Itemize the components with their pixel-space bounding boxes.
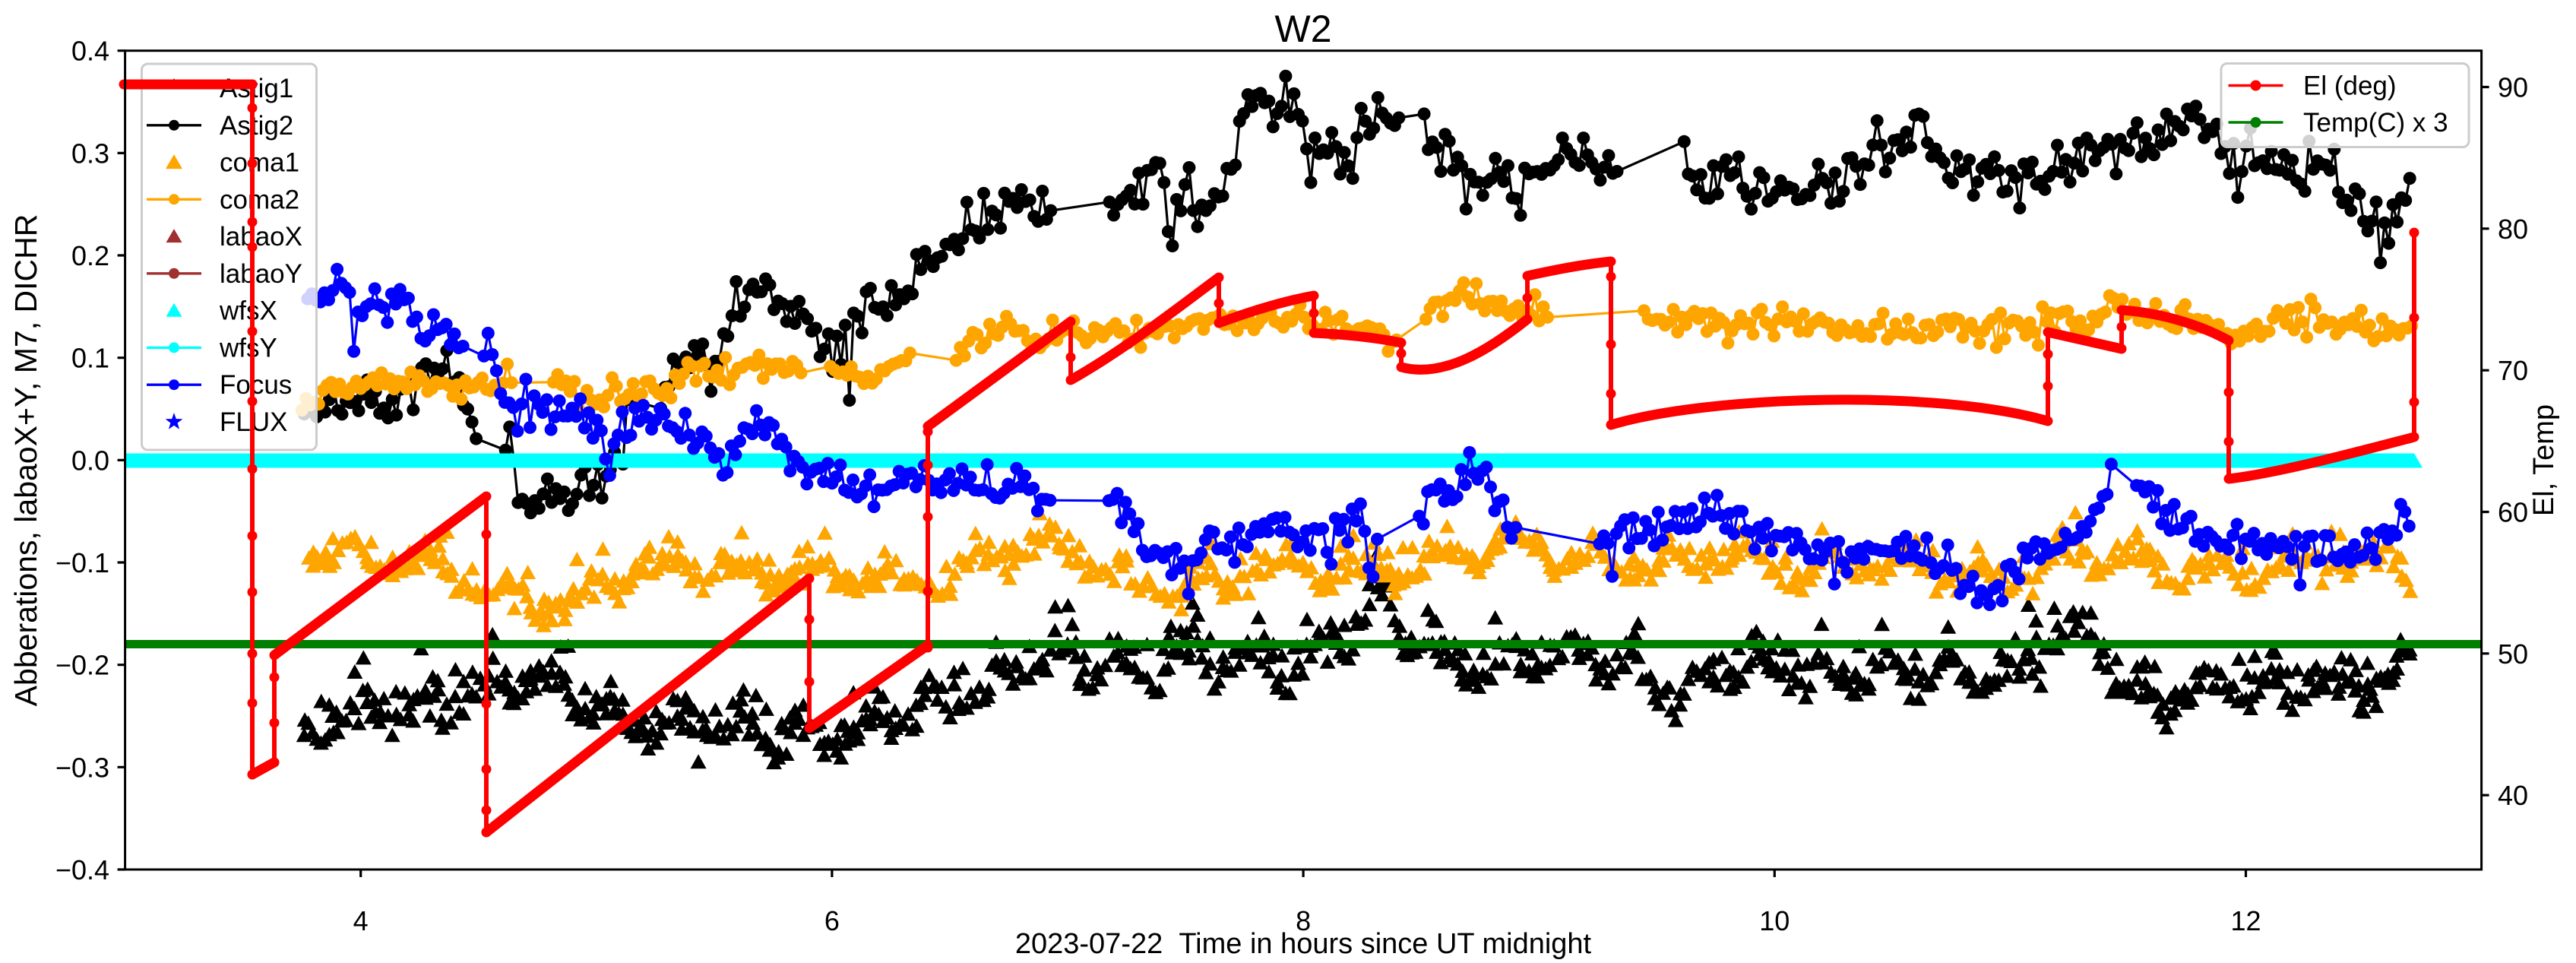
svg-text:4: 4 <box>353 905 369 936</box>
svg-text:60: 60 <box>2498 497 2528 528</box>
svg-text:Focus: Focus <box>220 370 292 400</box>
svg-text:labaoY: labaoY <box>220 259 302 289</box>
svg-text:−0.2: −0.2 <box>55 650 109 681</box>
svg-text:W2: W2 <box>1275 8 1332 50</box>
svg-text:−0.4: −0.4 <box>55 854 109 885</box>
svg-text:0.3: 0.3 <box>71 138 109 169</box>
svg-text:Abberations, labaoX+Y, M7, DIC: Abberations, labaoX+Y, M7, DICHR <box>8 214 43 707</box>
svg-text:−0.3: −0.3 <box>55 752 109 783</box>
svg-text:wfsX: wfsX <box>219 296 277 326</box>
svg-text:0.0: 0.0 <box>71 445 109 476</box>
svg-text:40: 40 <box>2498 780 2528 811</box>
svg-text:Temp(C) x 3: Temp(C) x 3 <box>2303 108 2448 138</box>
svg-text:10: 10 <box>1759 905 1790 936</box>
svg-text:El (deg): El (deg) <box>2303 71 2397 101</box>
svg-text:coma2: coma2 <box>220 185 299 214</box>
svg-text:50: 50 <box>2498 638 2528 670</box>
svg-text:70: 70 <box>2498 355 2528 386</box>
svg-text:80: 80 <box>2498 214 2528 245</box>
svg-text:coma1: coma1 <box>220 148 299 178</box>
svg-text:−0.1: −0.1 <box>55 547 109 578</box>
svg-text:Astig2: Astig2 <box>220 111 293 141</box>
svg-text:12: 12 <box>2230 905 2261 936</box>
svg-text:0.1: 0.1 <box>71 343 109 374</box>
svg-text:wfsY: wfsY <box>219 333 277 363</box>
svg-text:labaoX: labaoX <box>220 222 302 252</box>
svg-text:0.2: 0.2 <box>71 240 109 271</box>
svg-text:0.4: 0.4 <box>71 36 109 67</box>
svg-text:2023-07-22 Time in hours sinc: 2023-07-22 Time in hours since UT midnig… <box>1015 928 1592 959</box>
svg-text:90: 90 <box>2498 72 2528 103</box>
svg-text:6: 6 <box>824 905 840 936</box>
svg-text:El, Temp: El, Temp <box>2528 404 2560 516</box>
svg-text:8: 8 <box>1296 905 1311 936</box>
